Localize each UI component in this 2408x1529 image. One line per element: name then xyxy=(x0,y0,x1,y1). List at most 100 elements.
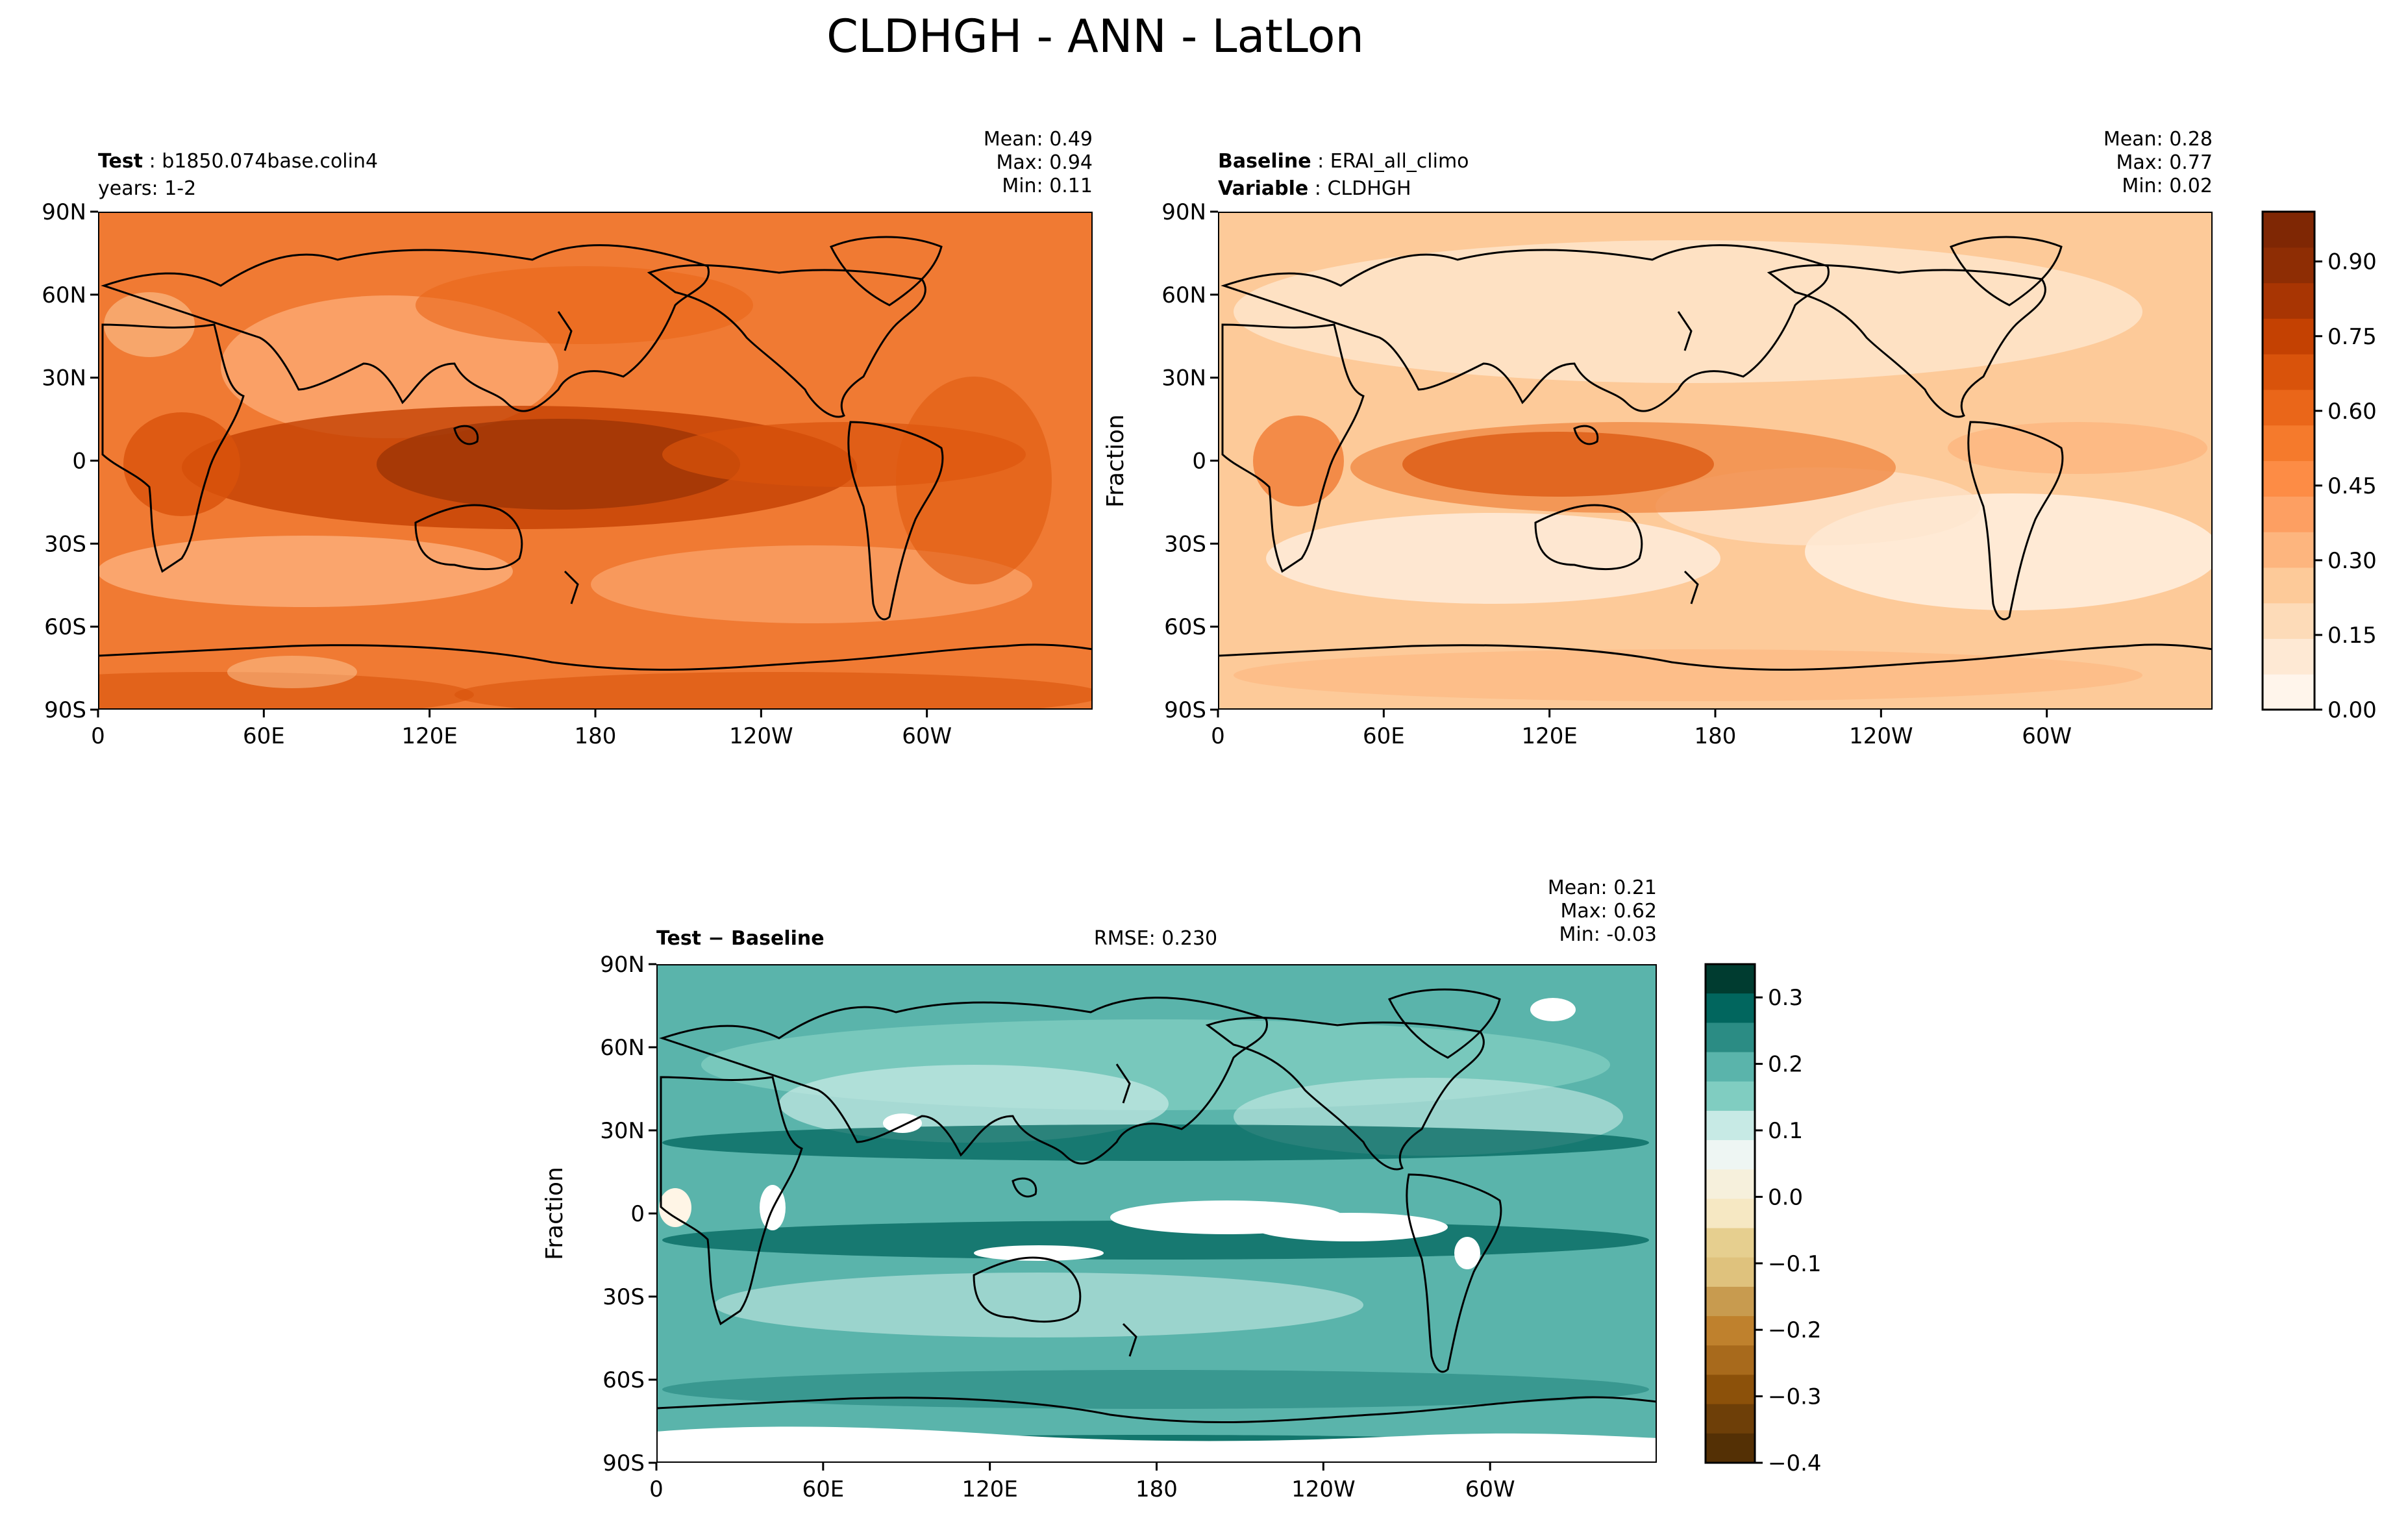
colorbar-diff-swatch xyxy=(1706,1286,1755,1317)
lat-tick-label: 30N xyxy=(600,1118,645,1144)
colorbar-diff-swatch xyxy=(1706,1023,1755,1053)
lon-tick-label: 60W xyxy=(2022,723,2072,749)
lon-tick-label: 0 xyxy=(91,723,105,749)
colorbar-diff-tick-label: 0.3 xyxy=(1768,985,1803,1011)
coast-japan xyxy=(1677,311,1693,351)
colorbar-diff-tick-label: 0.1 xyxy=(1768,1118,1803,1144)
lat-tick-label: 30S xyxy=(1164,531,1206,557)
coast-australia xyxy=(1534,504,1643,570)
lat-tick-label: 90S xyxy=(602,1450,645,1476)
lat-tick-label: 30S xyxy=(602,1284,645,1310)
baseline-variable-value: CLDHGH xyxy=(1327,177,1411,200)
lat-tick-label: 60N xyxy=(42,282,86,308)
coast-japan xyxy=(1115,1063,1131,1104)
lon-tick-label: 120E xyxy=(962,1476,1017,1502)
diff-ylabel: Fraction xyxy=(541,1167,568,1260)
colorbar-main-swatch xyxy=(2263,318,2315,354)
baseline-ylabel: Fraction xyxy=(1102,414,1129,508)
lat-tick-label: 90N xyxy=(42,199,86,225)
figure-title: CLDHGH - ANN - LatLon xyxy=(826,10,1364,63)
colorbar-main-tick-label: 0.45 xyxy=(2327,473,2377,499)
test-axis-x-ticks: 0 60E 120E 180 120W 60W xyxy=(91,710,952,749)
colorbar-main-tick-label: 0.90 xyxy=(2327,249,2377,275)
colorbar-main-swatch xyxy=(2263,460,2315,497)
lon-tick-label: 0 xyxy=(1211,723,1225,749)
baseline-axis-x-ticks: 0 60E 120E 180 120W 60W xyxy=(1211,710,2072,749)
colorbar-diff-swatch xyxy=(1706,1081,1755,1112)
lat-tick-label: 60S xyxy=(1164,614,1206,640)
coast-south-america xyxy=(1406,1173,1502,1373)
colorbar-main-swatch xyxy=(2263,247,2315,284)
colorbar-diff-swatch xyxy=(1706,1110,1755,1141)
coast-africa xyxy=(1221,323,1365,573)
coast-north-america xyxy=(1767,264,2046,418)
coast-japan xyxy=(557,311,573,351)
colorbar-main-tick-label: 0.60 xyxy=(2327,399,2377,425)
baseline-mean: Mean: 0.28 xyxy=(2104,128,2213,151)
test-label: Test : b1850.074base.colin4 xyxy=(98,150,378,173)
colorbar-main-swatch xyxy=(2263,638,2315,675)
test-mean: Mean: 0.49 xyxy=(984,128,1093,151)
colorbar-main-swatch xyxy=(2263,425,2315,462)
colorbar-diff-tick-label: 0.0 xyxy=(1768,1184,1803,1210)
coast-africa xyxy=(660,1076,803,1326)
colorbar-main-swatch xyxy=(2263,212,2315,248)
coast-greenland xyxy=(1949,236,2063,306)
lon-tick-label: 120E xyxy=(1521,723,1577,749)
diff-axis-y-ticks: 90N 60N 30N 0 30S 60S 90S xyxy=(600,952,656,1476)
colorbar-diff-swatch xyxy=(1706,1140,1755,1170)
colorbar-main-swatch xyxy=(2263,282,2315,319)
diff-axis-x-ticks: 0 60E 120E 180 120W 60W xyxy=(649,1463,1515,1502)
colorbar-diff-swatch xyxy=(1706,1052,1755,1082)
diff-mean: Mean: 0.21 xyxy=(1548,876,1657,899)
test-axis-y-ticks: 90N 60N 30N 0 30S 60S 90S xyxy=(42,199,98,723)
coast-greenland xyxy=(1387,988,1501,1059)
coast-new-zealand xyxy=(564,570,579,604)
lat-tick-label: 60S xyxy=(44,614,86,640)
baseline-variable: Variable : CLDHGH xyxy=(1218,177,1411,200)
lat-tick-label: 90N xyxy=(600,952,645,978)
colorbar-diff-swatch xyxy=(1706,1374,1755,1405)
lon-tick-label: 180 xyxy=(1694,723,1737,749)
lon-tick-label: 60E xyxy=(1363,723,1405,749)
coast-australia xyxy=(973,1256,1082,1323)
coast-north-america xyxy=(647,264,926,418)
lat-tick-label: 30N xyxy=(42,366,86,392)
lat-tick-label: 90S xyxy=(44,697,86,723)
colorbar-main-swatch xyxy=(2263,603,2315,640)
lat-tick-label: 30N xyxy=(1161,366,1206,392)
colorbar-main-swatch xyxy=(2263,532,2315,568)
coast-north-america xyxy=(1205,1016,1485,1171)
colorbar-main: 0.00 0.15 0.30 0.45 0.60 0.75 0.90 xyxy=(2261,210,2377,723)
lon-tick-label: 0 xyxy=(649,1476,664,1502)
colorbar-diff-swatch xyxy=(1706,964,1755,994)
baseline-min: Min: 0.02 xyxy=(2122,175,2213,197)
lon-tick-label: 180 xyxy=(1136,1476,1178,1502)
test-years: years: 1-2 xyxy=(98,177,196,200)
baseline-map-field xyxy=(1218,212,2213,710)
colorbar-diff-swatch xyxy=(1706,1257,1755,1287)
coast-borneo xyxy=(453,425,479,445)
lon-tick-label: 120W xyxy=(1291,1476,1356,1502)
coast-eurasia xyxy=(1221,244,1830,412)
coast-south-america xyxy=(847,421,944,621)
diff-rmse: RMSE: 0.230 xyxy=(1094,927,1217,950)
lat-tick-label: 0 xyxy=(72,449,86,475)
panel-test: Test : b1850.074base.colin4 years: 1-2 M… xyxy=(42,128,1093,749)
lon-tick-label: 60W xyxy=(1465,1476,1515,1502)
colorbar-diff-swatch xyxy=(1706,1199,1755,1229)
diff-min: Min: -0.03 xyxy=(1559,923,1657,946)
colorbar-diff: 0.3 0.2 0.1 0.0 −0.1 −0.2 −0.3 −0.4 xyxy=(1704,963,1822,1476)
coast-eurasia xyxy=(101,244,710,412)
colorbar-diff-swatch xyxy=(1706,1316,1755,1346)
coast-borneo xyxy=(1573,425,1599,445)
lon-tick-label: 60E xyxy=(802,1476,844,1502)
lon-tick-label: 120E xyxy=(401,723,457,749)
colorbar-diff-swatch xyxy=(1706,1433,1755,1463)
lat-tick-label: 60S xyxy=(602,1367,645,1393)
lon-tick-label: 60E xyxy=(243,723,285,749)
test-max: Max: 0.94 xyxy=(997,151,1093,174)
lat-tick-label: 90S xyxy=(1164,697,1206,723)
baseline-axis-y-ticks: 90N 60N 30N 0 30S 60S 90S xyxy=(1161,199,1218,723)
